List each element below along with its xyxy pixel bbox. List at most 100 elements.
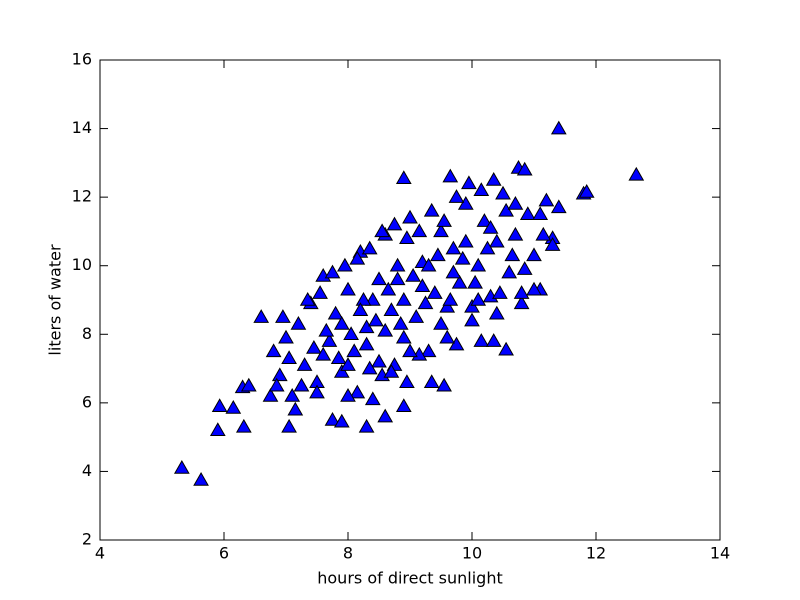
point: [284, 387, 301, 402]
point: [526, 281, 542, 296]
x-axis-label: hours of direct sunlight: [317, 569, 502, 588]
point: [399, 230, 415, 245]
point: [330, 350, 347, 365]
point: [324, 411, 341, 426]
y-tick-label: 4: [82, 461, 92, 480]
point: [361, 240, 378, 255]
point: [420, 343, 437, 358]
x-tick-label: 12: [586, 544, 606, 563]
point: [349, 384, 366, 399]
point: [411, 223, 428, 238]
point: [343, 326, 359, 341]
point: [414, 278, 431, 293]
x-tick-label: 6: [219, 544, 229, 563]
point: [402, 343, 418, 358]
point: [333, 315, 350, 330]
point: [454, 250, 471, 265]
point: [346, 343, 363, 358]
point: [439, 329, 456, 344]
point: [473, 182, 490, 197]
point: [417, 295, 434, 310]
point: [278, 329, 294, 344]
point: [312, 285, 328, 299]
point: [358, 336, 375, 351]
point: [315, 346, 332, 361]
point: [504, 247, 521, 262]
point: [448, 336, 465, 351]
point: [290, 315, 307, 330]
point: [173, 459, 190, 474]
point: [457, 233, 474, 248]
y-tick-label: 12: [72, 187, 92, 206]
point: [405, 267, 421, 282]
point: [402, 209, 418, 224]
y-tick-label: 6: [82, 392, 92, 411]
point: [355, 291, 372, 306]
point: [501, 264, 518, 279]
point: [433, 223, 449, 238]
point: [470, 291, 487, 306]
point: [550, 120, 567, 135]
point: [383, 302, 400, 317]
point: [550, 199, 567, 214]
point: [377, 322, 394, 337]
point: [476, 213, 493, 227]
point: [436, 377, 452, 392]
point: [445, 264, 462, 279]
y-tick-label: 14: [72, 118, 92, 137]
point: [439, 298, 456, 313]
point: [371, 271, 387, 286]
point: [361, 360, 378, 375]
point: [389, 271, 406, 286]
point: [544, 237, 561, 251]
point: [526, 247, 542, 262]
point: [535, 226, 552, 241]
point: [235, 418, 252, 433]
point: [464, 298, 480, 313]
point: [464, 312, 480, 327]
point: [318, 322, 335, 337]
point: [240, 377, 257, 392]
point: [578, 183, 595, 198]
point: [383, 363, 400, 378]
point: [395, 291, 412, 306]
point: [492, 285, 508, 299]
x-tick-label: 14: [710, 544, 730, 563]
point: [392, 315, 409, 330]
point: [306, 339, 322, 354]
point: [408, 309, 425, 323]
point: [193, 471, 209, 486]
point: [426, 285, 443, 299]
point: [495, 185, 511, 200]
point: [340, 357, 356, 371]
point: [420, 257, 437, 272]
point: [281, 350, 297, 365]
point: [265, 343, 282, 358]
point: [513, 295, 530, 310]
point: [281, 418, 297, 433]
point: [532, 206, 549, 221]
point: [451, 274, 468, 289]
point: [395, 398, 412, 413]
point: [423, 202, 440, 217]
point: [461, 175, 477, 190]
point: [296, 357, 313, 371]
point: [368, 312, 384, 327]
point: [211, 398, 228, 413]
point: [358, 418, 375, 433]
y-tick-label: 16: [72, 50, 92, 69]
point: [498, 341, 514, 356]
x-tick-label: 10: [462, 544, 482, 563]
point: [513, 285, 530, 299]
y-axis-label: liters of water: [46, 244, 65, 356]
point: [386, 216, 403, 231]
point: [340, 387, 356, 402]
point: [442, 168, 459, 183]
point: [389, 257, 406, 272]
point: [448, 189, 465, 203]
point: [467, 274, 483, 289]
point: [271, 367, 288, 382]
point: [380, 281, 397, 296]
point: [470, 257, 487, 272]
